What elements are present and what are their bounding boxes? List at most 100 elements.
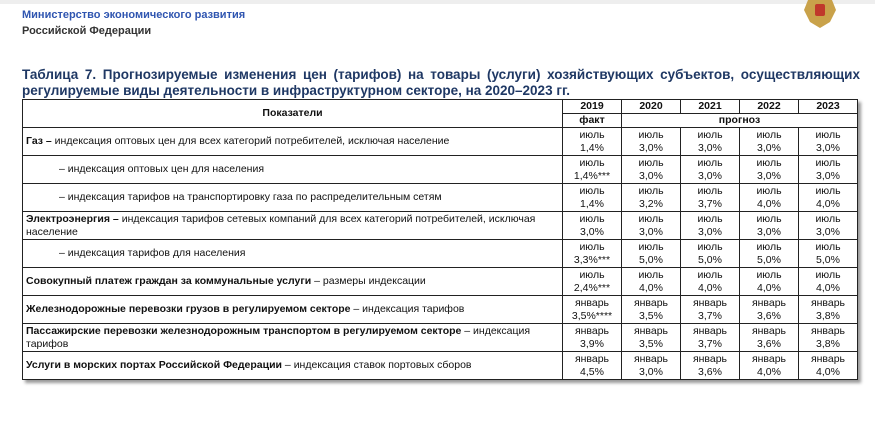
month-label: январь bbox=[810, 296, 846, 309]
percent-value: 5,0% bbox=[698, 253, 722, 266]
percent-value: 3,0% bbox=[639, 141, 663, 154]
indicator-bold: Услуги в морских портах Российской Федер… bbox=[26, 359, 283, 371]
value-cell: июль 1,4% bbox=[562, 127, 622, 156]
indicator-text: – размеры индексации bbox=[311, 275, 426, 287]
value-cell: январь 3,6% bbox=[739, 323, 799, 352]
month-label: январь bbox=[751, 352, 787, 365]
value-cell: июль 3,0% bbox=[798, 127, 858, 156]
month-label: июль bbox=[815, 184, 841, 197]
indicator-bold: Железнодорожные перевозки грузов в регул… bbox=[26, 303, 351, 315]
value-cell: январь 4,0% bbox=[739, 351, 799, 380]
percent-value: 3,6% bbox=[698, 365, 722, 378]
indicator-text: индексация оптовых цен для всех категори… bbox=[51, 135, 450, 147]
percent-value: 3,0% bbox=[757, 141, 781, 154]
percent-value: 1,4% bbox=[580, 141, 604, 154]
percent-value: 1,4% bbox=[580, 197, 604, 210]
year-header: 2020 bbox=[621, 99, 681, 114]
value-cell: июль 3,0% bbox=[562, 211, 622, 240]
percent-value: 3,6% bbox=[757, 309, 781, 322]
percent-value: 3,7% bbox=[698, 197, 722, 210]
table-row: Совокупный платеж граждан за коммунальны… bbox=[22, 267, 858, 296]
month-label: июль bbox=[638, 240, 664, 253]
percent-value: 3,3%*** bbox=[573, 253, 611, 266]
percent-value: 4,0% bbox=[757, 197, 781, 210]
value-cell: июль 4,0% bbox=[739, 183, 799, 212]
indicator-cell: Пассажирские перевозки железнодорожным т… bbox=[22, 323, 563, 352]
indicator-cell: – индексация тарифов для населения bbox=[22, 239, 563, 268]
month-label: июль bbox=[815, 212, 841, 225]
value-cell: июль 4,0% bbox=[680, 267, 740, 296]
month-label: январь bbox=[574, 324, 610, 337]
month-label: январь bbox=[810, 352, 846, 365]
month-label: январь bbox=[574, 352, 610, 365]
value-cell: июль 4,0% bbox=[798, 183, 858, 212]
percent-value: 3,6% bbox=[757, 337, 781, 350]
value-cell: январь 4,5% bbox=[562, 351, 622, 380]
percent-value: 3,0% bbox=[639, 225, 663, 238]
top-bar bbox=[0, 0, 875, 4]
month-label: июль bbox=[579, 268, 605, 281]
month-label: июль bbox=[697, 240, 723, 253]
value-cell: июль 3,0% bbox=[739, 155, 799, 184]
percent-value: 4,0% bbox=[757, 281, 781, 294]
percent-value: 5,0% bbox=[639, 253, 663, 266]
month-label: июль bbox=[697, 268, 723, 281]
table-row: Газ – индексация оптовых цен для всех ка… bbox=[22, 127, 858, 156]
month-label: июль bbox=[638, 128, 664, 141]
percent-value: 3,0% bbox=[639, 365, 663, 378]
percent-value: 3,2% bbox=[639, 197, 663, 210]
indicator-cell: – индексация тарифов на транспортировку … bbox=[22, 183, 563, 212]
percent-value: 3,0% bbox=[816, 169, 840, 182]
month-label: июль bbox=[579, 212, 605, 225]
value-cell: июль 5,0% bbox=[798, 239, 858, 268]
value-cell: июль 3,3%*** bbox=[562, 239, 622, 268]
percent-value: 3,8% bbox=[816, 337, 840, 350]
month-label: январь bbox=[692, 296, 728, 309]
month-label: июль bbox=[638, 184, 664, 197]
value-cell: июль 2,4%*** bbox=[562, 267, 622, 296]
month-label: январь bbox=[633, 296, 669, 309]
tariff-table: Показатели 2019 2020 2021 2022 2023 факт… bbox=[22, 99, 858, 380]
month-label: июль bbox=[579, 128, 605, 141]
indicator-cell: Услуги в морских портах Российской Федер… bbox=[22, 351, 563, 380]
month-label: июль bbox=[756, 268, 782, 281]
indicator-text: индексация тарифов сетевых компаний для … bbox=[26, 212, 536, 238]
percent-value: 4,0% bbox=[639, 281, 663, 294]
value-cell: июль 5,0% bbox=[739, 239, 799, 268]
month-label: июль bbox=[638, 268, 664, 281]
month-label: июль bbox=[697, 184, 723, 197]
table-row: Пассажирские перевозки железнодорожным т… bbox=[22, 323, 858, 352]
coat-of-arms-emblem bbox=[804, 0, 836, 28]
percent-value: 5,0% bbox=[757, 253, 781, 266]
value-cell: январь 3,8% bbox=[798, 295, 858, 324]
month-label: июль bbox=[815, 156, 841, 169]
table-title: Таблица 7. Прогнозируемые изменения цен … bbox=[22, 67, 860, 98]
indicator-text: – индексация тарифов на транспортировку … bbox=[59, 191, 442, 203]
table-row: – индексация тарифов для населения июль 3,… bbox=[22, 239, 858, 268]
value-cell: июль 4,0% bbox=[739, 267, 799, 296]
year-header: 2021 bbox=[680, 99, 740, 114]
month-label: июль bbox=[756, 184, 782, 197]
indicator-bold: Совокупный платеж граждан за коммунальны… bbox=[26, 275, 312, 287]
indicator-cell: – индексация оптовых цен для населения bbox=[22, 155, 563, 184]
percent-value: 3,0% bbox=[580, 225, 604, 238]
month-label: июль bbox=[697, 128, 723, 141]
indicator-bold: Электроэнергия – bbox=[26, 212, 119, 225]
year-header: 2023 bbox=[798, 99, 858, 114]
table-row: – индексация тарифов на транспортировку … bbox=[22, 183, 858, 212]
value-cell: июль 1,4%*** bbox=[562, 155, 622, 184]
year-header: 2019 bbox=[562, 99, 622, 114]
percent-value: 3,5% bbox=[639, 309, 663, 322]
percent-value: 3,0% bbox=[698, 141, 722, 154]
month-label: январь bbox=[574, 296, 610, 309]
indicator-cell: Электроэнергия – индексация тарифов сете… bbox=[22, 211, 563, 240]
month-label: июль bbox=[815, 268, 841, 281]
month-label: июль bbox=[756, 156, 782, 169]
value-cell: июль 3,0% bbox=[621, 211, 681, 240]
value-cell: январь 3,7% bbox=[680, 323, 740, 352]
value-cell: июль 3,0% bbox=[798, 211, 858, 240]
percent-value: 4,0% bbox=[816, 365, 840, 378]
value-cell: июль 4,0% bbox=[621, 267, 681, 296]
indicator-text: – индексация тарифов bbox=[350, 303, 465, 315]
indicator-text: – индексация тарифов для населения bbox=[59, 247, 246, 259]
